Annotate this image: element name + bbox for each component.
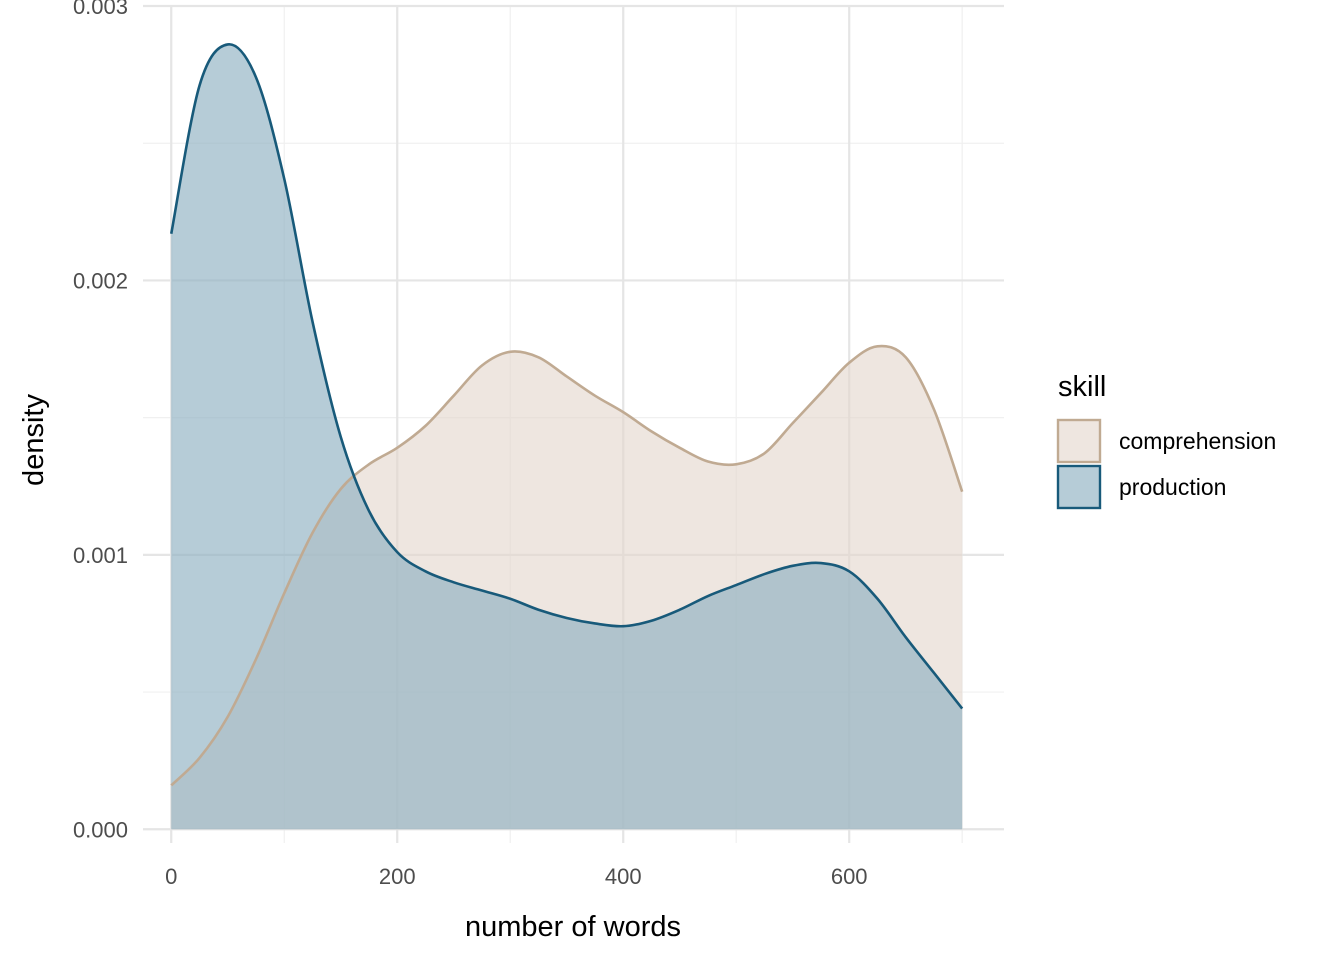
production-density-area (171, 44, 963, 830)
x-axis-ticks: 0 200 400 600 (165, 864, 867, 889)
legend-label-comprehension: comprehension (1119, 428, 1276, 454)
production-density-line (169, 43, 964, 710)
x-tick-label: 600 (831, 864, 868, 889)
comprehension-density-line (170, 344, 964, 787)
y-tick-label: 0.003 (73, 0, 128, 19)
density-lines (169, 43, 964, 787)
legend-label-production: production (1119, 474, 1226, 500)
density-areas (171, 44, 963, 830)
y-tick-label: 0.002 (73, 268, 128, 293)
legend-key-production (1056, 464, 1102, 510)
y-axis-ticks: 0.000 0.001 0.002 0.003 (73, 0, 128, 842)
y-tick-label: 0.001 (73, 543, 128, 568)
legend-title: skill (1058, 371, 1106, 403)
legend-items: comprehension production (1056, 418, 1276, 510)
x-tick-label: 400 (605, 864, 642, 889)
x-tick-label: 200 (379, 864, 416, 889)
x-tick-label: 0 (165, 864, 177, 889)
legend: skill comprehension production (1056, 371, 1276, 510)
y-tick-label: 0.000 (73, 817, 128, 842)
y-axis-title: density (18, 394, 50, 486)
x-axis-title: number of words (465, 911, 681, 943)
legend-key-comprehension (1056, 418, 1102, 464)
